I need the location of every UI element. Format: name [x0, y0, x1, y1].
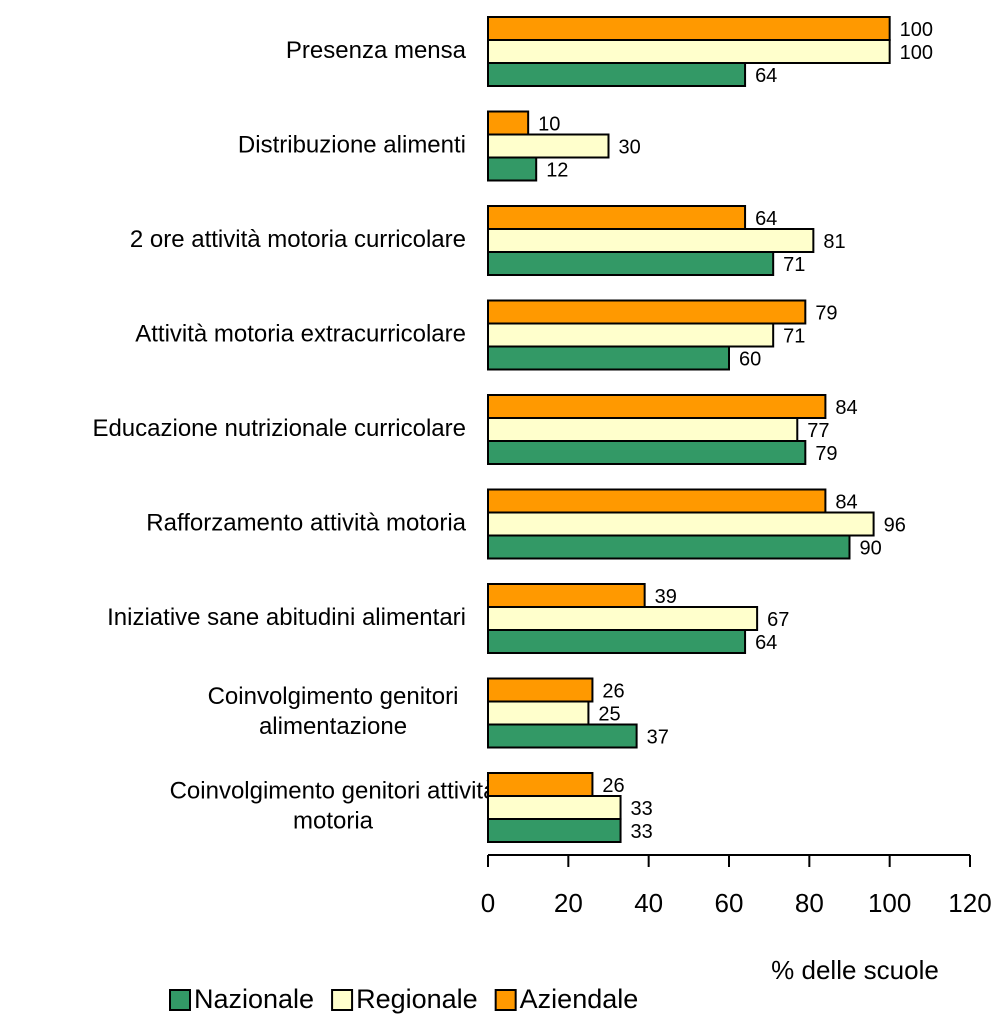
x-tick-label: 100: [868, 888, 911, 918]
bar: [487, 818, 622, 843]
legend-swatch: [169, 989, 191, 1011]
value-label: 25: [598, 703, 620, 725]
legend-label: Nazionale: [194, 984, 314, 1014]
x-tick-label: 0: [481, 888, 495, 918]
value-label: 67: [767, 609, 789, 631]
value-label: 33: [631, 798, 653, 820]
value-label: 64: [755, 208, 777, 230]
category-label: Coinvolgimento genitori alimentazione: [208, 683, 459, 740]
bar: [487, 534, 851, 560]
bar: [487, 156, 538, 182]
value-label: 100: [900, 19, 933, 41]
bar: [487, 583, 646, 608]
bar: [487, 205, 747, 230]
value-label: 81: [823, 231, 845, 253]
bar: [487, 394, 827, 419]
bar: [487, 133, 610, 159]
bar: [487, 700, 590, 726]
category-label: Distribuzione alimenti: [238, 131, 466, 158]
category-label: 2 ore attività motoria curricolare: [130, 226, 466, 253]
bar: [487, 772, 594, 797]
legend-swatch: [494, 989, 517, 1011]
bar: [487, 110, 530, 136]
value-label: 30: [619, 136, 641, 158]
bar: [487, 677, 594, 703]
x-tick-label: 60: [715, 888, 744, 918]
value-label: 84: [835, 397, 857, 419]
bar: [487, 795, 622, 820]
legend-label: Regionale: [356, 984, 478, 1014]
value-label: 71: [783, 254, 805, 276]
bar: [487, 511, 875, 537]
value-label: 84: [835, 491, 857, 513]
bar: [487, 440, 807, 465]
bar: [487, 299, 807, 325]
bar: [487, 629, 747, 654]
bar: [487, 417, 799, 442]
legend-swatch: [331, 989, 354, 1011]
bar: [487, 62, 747, 87]
category-label: Iniziative sane abitudini alimentari: [107, 604, 466, 631]
value-label: 60: [739, 348, 761, 370]
value-label: 39: [655, 586, 677, 608]
value-label: 64: [755, 632, 777, 654]
bar: [487, 606, 759, 631]
value-label: 79: [815, 302, 837, 324]
value-label: 71: [783, 325, 805, 347]
value-label: 37: [647, 726, 669, 748]
x-axis-label: % delle scuole: [771, 955, 939, 985]
bar: [487, 322, 775, 348]
x-tick-label: 120: [948, 888, 991, 918]
category-label: Coinvolgimento genitori attività motoria: [170, 778, 497, 835]
bar: [487, 39, 891, 64]
x-tick-label: 40: [634, 888, 663, 918]
category-label: Rafforzamento attività motoria: [146, 509, 466, 536]
bar: [487, 488, 827, 514]
value-label: 26: [602, 680, 624, 702]
value-label: 77: [807, 420, 829, 442]
value-label: 26: [602, 775, 624, 797]
bar: [487, 228, 815, 253]
value-label: 100: [900, 42, 933, 64]
value-label: 33: [631, 821, 653, 843]
value-label: 79: [815, 443, 837, 465]
bar: [487, 345, 730, 371]
bar: [487, 16, 891, 41]
value-label: 96: [884, 514, 906, 536]
bar: [487, 723, 638, 749]
category-label: Educazione nutrizionale curricolare: [92, 415, 466, 442]
legend-label: Aziendale: [520, 984, 639, 1014]
x-tick-label: 20: [554, 888, 583, 918]
category-label: Attività motoria extracurricolare: [135, 320, 466, 347]
value-label: 12: [546, 159, 568, 181]
x-tick-label: 80: [795, 888, 824, 918]
value-label: 90: [860, 537, 882, 559]
bar: [487, 251, 775, 276]
category-label: Presenza mensa: [286, 37, 467, 64]
value-label: 64: [755, 65, 777, 87]
value-label: 10: [538, 113, 560, 135]
